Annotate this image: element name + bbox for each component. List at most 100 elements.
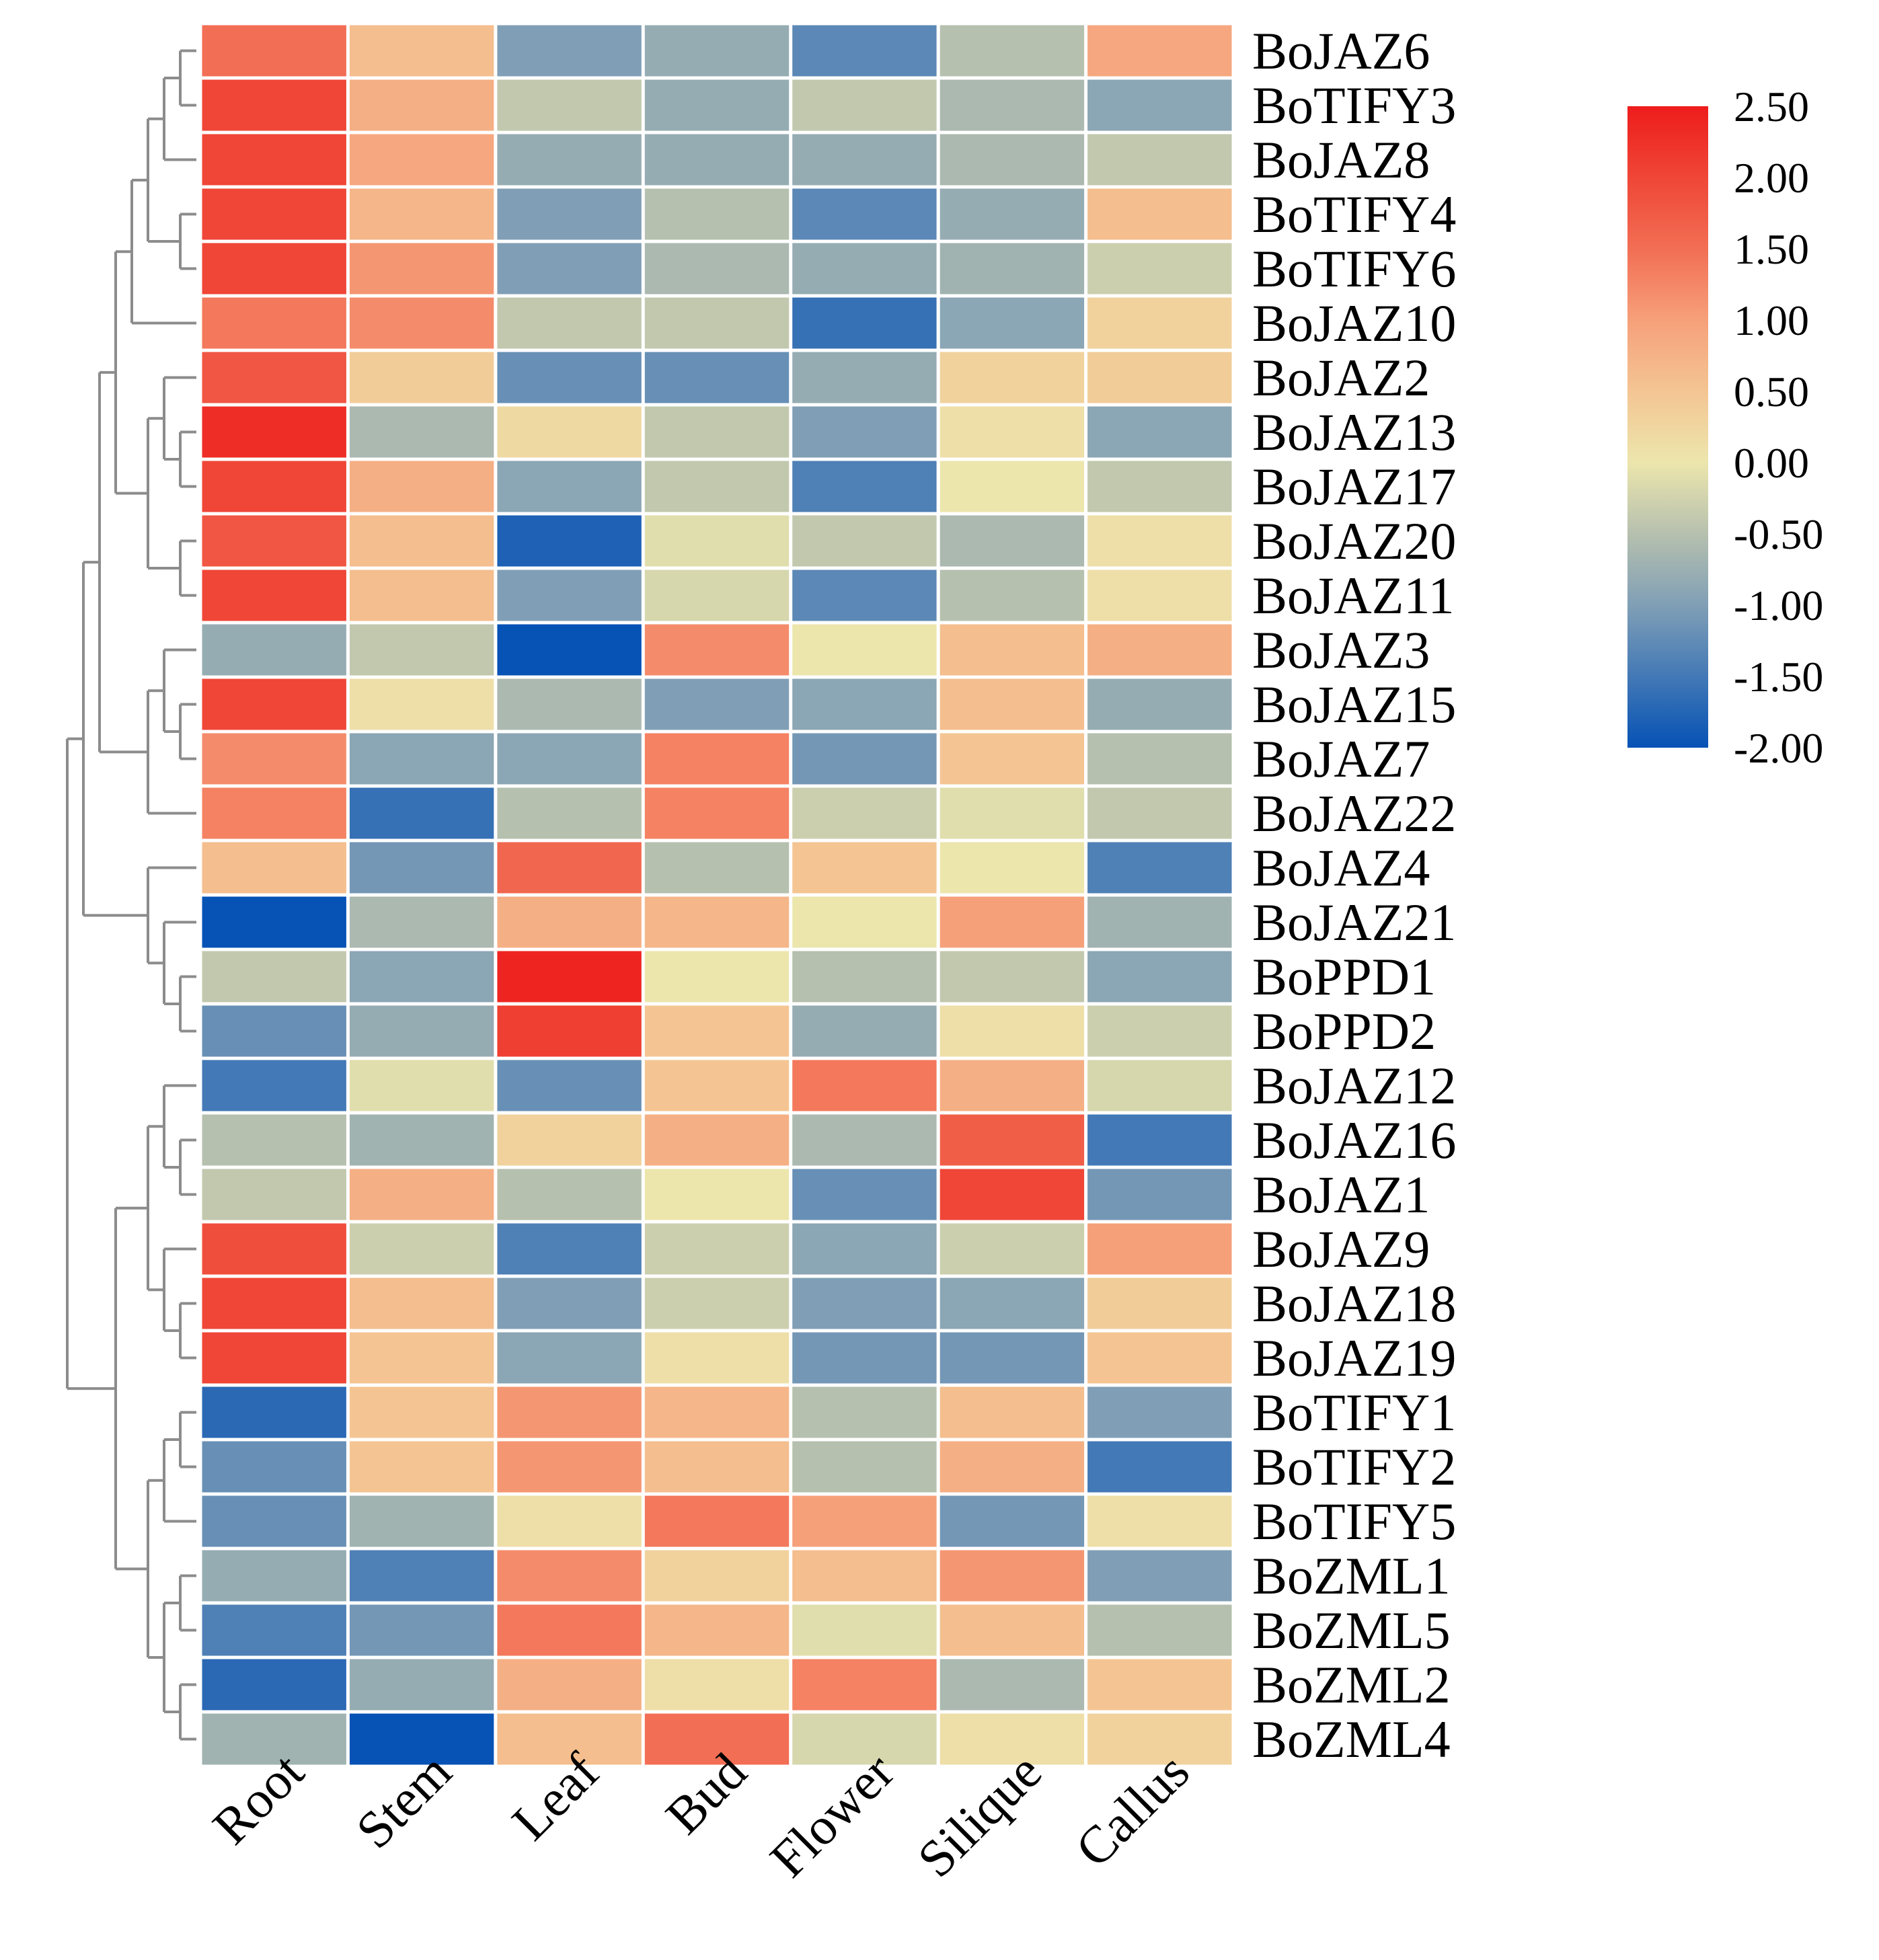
heatmap-cell — [792, 1386, 937, 1438]
heatmap-cell — [1087, 1713, 1232, 1765]
heatmap-cell — [940, 297, 1085, 349]
heatmap-cell — [644, 1550, 790, 1602]
heatmap-cell — [202, 1659, 346, 1711]
heatmap-cell — [497, 678, 642, 730]
heatmap-cell — [349, 570, 494, 621]
heatmap-cell — [940, 1114, 1085, 1166]
row-label: BoJAZ3 — [1252, 621, 1430, 679]
row-label: BoTIFY5 — [1252, 1492, 1456, 1551]
heatmap-cell — [792, 406, 937, 458]
heatmap-cell — [349, 733, 494, 785]
heatmap-cell — [349, 1223, 494, 1275]
row-label: BoJAZ19 — [1252, 1329, 1456, 1387]
colorbar-tick-label: 2.50 — [1734, 83, 1809, 130]
heatmap-cell — [940, 1659, 1085, 1711]
heatmap-cell — [1087, 243, 1232, 295]
heatmap-cell — [1087, 352, 1232, 403]
heatmap-cell — [202, 243, 346, 295]
heatmap-cell — [202, 1114, 346, 1166]
heatmap-cell — [349, 297, 494, 349]
heatmap-cell — [497, 787, 642, 839]
heatmap-cell — [644, 1441, 790, 1493]
heatmap-cell — [792, 134, 937, 186]
heatmap-cell — [1087, 1278, 1232, 1329]
heatmap-cell — [202, 1060, 346, 1111]
heatmap-cell — [644, 1114, 790, 1166]
colorbar-tick-label: 1.50 — [1734, 225, 1809, 273]
heatmap-cell — [497, 1441, 642, 1493]
heatmap-cell — [792, 1278, 937, 1329]
row-dendrogram — [66, 49, 196, 1741]
heatmap-cell — [202, 1495, 346, 1547]
heatmap-cell — [792, 243, 937, 295]
colorbar-tick-label: -2.00 — [1734, 724, 1823, 772]
heatmap-cell — [792, 25, 937, 77]
heatmap-cell — [792, 79, 937, 131]
heatmap-cell — [644, 896, 790, 948]
row-label: BoJAZ12 — [1252, 1056, 1456, 1115]
heatmap-cell — [202, 1386, 346, 1438]
heatmap-cell — [1087, 1114, 1232, 1166]
heatmap-cell — [940, 624, 1085, 676]
heatmap-cell — [1087, 406, 1232, 458]
heatmap-cell — [644, 1604, 790, 1656]
row-label: BoJAZ10 — [1252, 294, 1456, 352]
heatmap-cell — [792, 1005, 937, 1057]
row-label: BoJAZ9 — [1252, 1220, 1430, 1278]
heatmap-cell — [792, 461, 937, 512]
heatmap-cell — [1087, 1332, 1232, 1384]
row-label: BoJAZ21 — [1252, 893, 1456, 951]
heatmap-cell — [349, 896, 494, 948]
heatmap-cell — [1087, 1060, 1232, 1111]
heatmap-cell — [349, 243, 494, 295]
heatmap-cell — [349, 1604, 494, 1656]
heatmap-cell — [940, 1223, 1085, 1275]
heatmap-cell — [1087, 1495, 1232, 1547]
heatmap-cell — [202, 842, 346, 894]
heatmap-cell — [1087, 570, 1232, 621]
heatmap-cell — [644, 79, 790, 131]
heatmap-cell — [349, 1278, 494, 1329]
heatmap-cell — [1087, 1386, 1232, 1438]
heatmap-cell — [497, 1550, 642, 1602]
heatmap-cell — [940, 515, 1085, 567]
heatmap-cell — [644, 1005, 790, 1057]
heatmap-cell — [792, 787, 937, 839]
row-label: BoZML5 — [1252, 1601, 1451, 1659]
heatmap-cell — [940, 1060, 1085, 1111]
heatmap-cell — [940, 951, 1085, 1003]
heatmap-cell — [792, 1169, 937, 1220]
heatmap-cell — [202, 951, 346, 1003]
row-label: BoJAZ6 — [1252, 22, 1430, 80]
heatmap-cell — [497, 1060, 642, 1111]
heatmap-cell — [644, 787, 790, 839]
heatmap-cell — [497, 406, 642, 458]
heatmap-cell — [792, 1060, 937, 1111]
heatmap-cell — [792, 1659, 937, 1711]
heatmap-cell — [349, 842, 494, 894]
heatmap-cell — [1087, 297, 1232, 349]
heatmap-cell — [940, 1441, 1085, 1493]
heatmap-cell — [497, 1005, 642, 1057]
row-label: BoJAZ8 — [1252, 130, 1430, 189]
row-label: BoJAZ13 — [1252, 403, 1456, 461]
heatmap-cell — [1087, 624, 1232, 676]
heatmap-cell — [644, 1278, 790, 1329]
row-label: BoZML4 — [1252, 1710, 1451, 1768]
heatmap-cell — [349, 787, 494, 839]
heatmap-cell — [644, 624, 790, 676]
heatmap-cell — [940, 1550, 1085, 1602]
heatmap-cell — [349, 1713, 494, 1765]
heatmap-cell — [940, 1278, 1085, 1329]
row-label: BoTIFY3 — [1252, 76, 1456, 134]
heatmap-cell — [202, 787, 346, 839]
heatmap-cell — [940, 1713, 1085, 1765]
heatmap-cell — [202, 1169, 346, 1220]
heatmap-cell — [792, 297, 937, 349]
heatmap-cell — [792, 1604, 937, 1656]
heatmap-cell — [1087, 25, 1232, 77]
heatmap-cell — [644, 733, 790, 785]
heatmap-cell — [349, 352, 494, 403]
heatmap-cell — [792, 1495, 937, 1547]
heatmap-cell — [644, 25, 790, 77]
